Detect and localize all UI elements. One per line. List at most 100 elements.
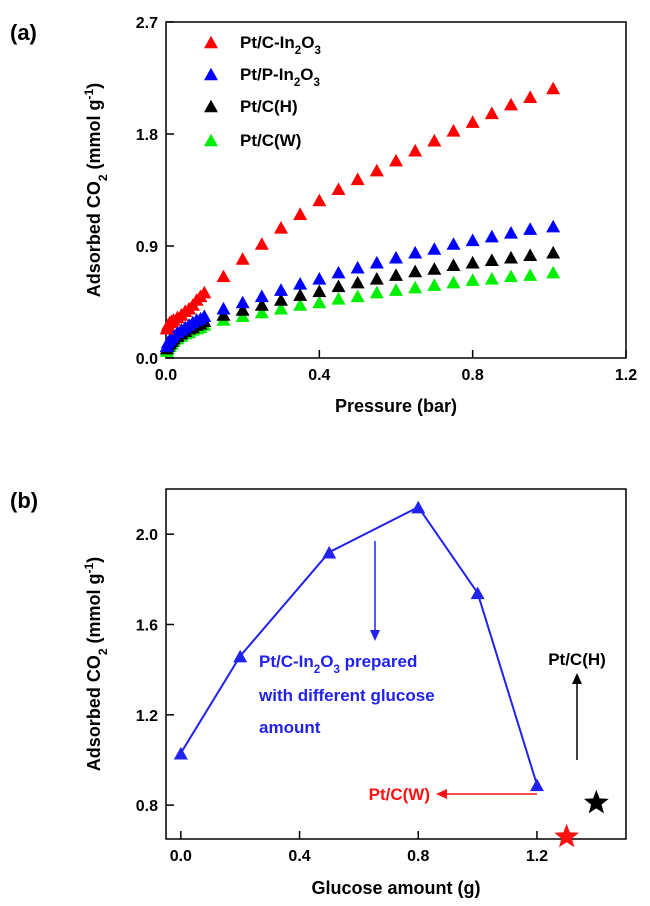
- data-point: [312, 193, 327, 207]
- data-point: [369, 255, 384, 269]
- data-point: [173, 746, 188, 760]
- y-axis-label-text: Adsorbed CO2 (mmol g-1): [82, 557, 110, 771]
- data-point: [274, 221, 288, 234]
- y-tick-label: 0.0: [136, 351, 158, 368]
- series-line: [179, 505, 538, 786]
- x-tick-label: 0.4: [288, 848, 310, 865]
- data-point: [484, 253, 499, 266]
- data-point: [546, 81, 561, 95]
- data-point: [312, 272, 327, 285]
- data-point: [427, 242, 442, 255]
- panel-b-annotations: Pt/C-In2O3 prepared with different glucos…: [258, 541, 606, 804]
- panel-b-x-axis-label: Glucose amount (g): [311, 878, 480, 898]
- data-point: [484, 229, 499, 243]
- data-point: [331, 291, 346, 305]
- data-point: [331, 182, 346, 196]
- series-pt-c-in2o3: [159, 81, 561, 335]
- y-tick-label: 1.2: [136, 708, 158, 725]
- data-point: [408, 245, 423, 259]
- data-point: [350, 275, 365, 289]
- data-point: [331, 279, 346, 293]
- x-tick-label: 0.8: [407, 848, 429, 865]
- data-point: [322, 545, 337, 559]
- data-point: [546, 245, 561, 259]
- y-axis-label-text: Adsorbed CO2 (mmol g-1): [82, 83, 110, 297]
- legend-label: Pt/C(W): [240, 131, 301, 150]
- data-point: [446, 258, 461, 271]
- panel-a-ticks: 0.0 0.4 0.8 1.2 0.0 0.9 1.8 2.7: [136, 15, 637, 384]
- data-point: [465, 273, 480, 286]
- data-point: [293, 288, 308, 301]
- data-point: [446, 123, 461, 137]
- panel-a-label: (a): [10, 20, 37, 45]
- panel-a-legend: Pt/C-In2O3 Pt/P-In2O3 Pt/C(H) Pt/C(W): [204, 33, 321, 150]
- data-point: [465, 233, 480, 247]
- data-point: [523, 268, 538, 281]
- data-point: [504, 226, 518, 239]
- data-point: [470, 586, 485, 600]
- panel-a-plot-frame: [165, 21, 627, 359]
- legend-marker: [204, 133, 218, 147]
- data-point: [216, 269, 231, 283]
- data-point: [465, 115, 480, 128]
- pt-c-w-label: Pt/C(W): [369, 785, 430, 804]
- x-tick-label: 1.2: [615, 367, 637, 384]
- red-arrow-head: [436, 789, 447, 799]
- data-point: [484, 106, 499, 120]
- black-arrow-head: [572, 673, 582, 684]
- data-point: [427, 133, 442, 147]
- data-point: [504, 250, 518, 264]
- series-pt-p-in2o3: [159, 219, 561, 352]
- y-tick-label: 2.7: [136, 15, 158, 32]
- data-point: [546, 219, 561, 233]
- data-point: [350, 260, 365, 274]
- data-point: [216, 301, 231, 315]
- data-point: [504, 269, 518, 283]
- data-point: [369, 272, 384, 285]
- data-point: [427, 278, 442, 291]
- data-point: [446, 237, 461, 250]
- data-point: [235, 252, 250, 265]
- data-point: [389, 153, 403, 167]
- x-tick-label: 0.0: [170, 848, 192, 865]
- y-tick-label: 0.8: [136, 798, 158, 815]
- data-point: [331, 265, 346, 279]
- x-tick-label: 0.0: [155, 367, 177, 384]
- panel-b-y-axis-label: Adsorbed CO2 (mmol g-1): [82, 557, 110, 771]
- data-point: [408, 280, 423, 294]
- data-point: [235, 303, 250, 316]
- y-tick-label: 0.9: [136, 239, 158, 256]
- data-point: [233, 649, 248, 663]
- data-point: [408, 264, 423, 278]
- data-point: [197, 309, 212, 322]
- data-point: [389, 283, 403, 296]
- panel-b: (b) Adsorbed CO2 (mmol g-1) Glucose amou…: [10, 488, 627, 898]
- blue-arrow-head: [370, 630, 380, 641]
- data-point: [350, 172, 365, 186]
- data-point: [465, 255, 480, 269]
- data-point: [197, 285, 212, 299]
- star-marker-pt-c-w-: [554, 823, 580, 848]
- legend-label: Pt/C-In2O3: [240, 33, 321, 57]
- panel-b-label: (b): [10, 488, 38, 513]
- data-point: [274, 283, 288, 296]
- y-tick-label: 1.6: [136, 617, 158, 634]
- legend-item: Pt/C(H): [204, 97, 298, 116]
- legend-label: Pt/P-In2O3: [240, 65, 320, 89]
- data-point: [546, 265, 561, 279]
- data-point: [293, 298, 308, 311]
- star-marker-pt-c-h-: [583, 789, 609, 814]
- data-point: [411, 500, 426, 514]
- data-point: [427, 262, 442, 275]
- legend-item: Pt/C-In2O3: [204, 33, 321, 57]
- y-tick-label: 2.0: [136, 527, 158, 544]
- legend-marker: [204, 35, 218, 49]
- panel-a-marks: [159, 81, 561, 357]
- legend-marker: [204, 67, 218, 81]
- data-point: [504, 97, 518, 111]
- panel-a-x-axis-label: Pressure (bar): [335, 396, 457, 416]
- data-point: [523, 90, 538, 103]
- annotation-text-line: with different glucose: [258, 686, 435, 705]
- data-point: [293, 277, 308, 290]
